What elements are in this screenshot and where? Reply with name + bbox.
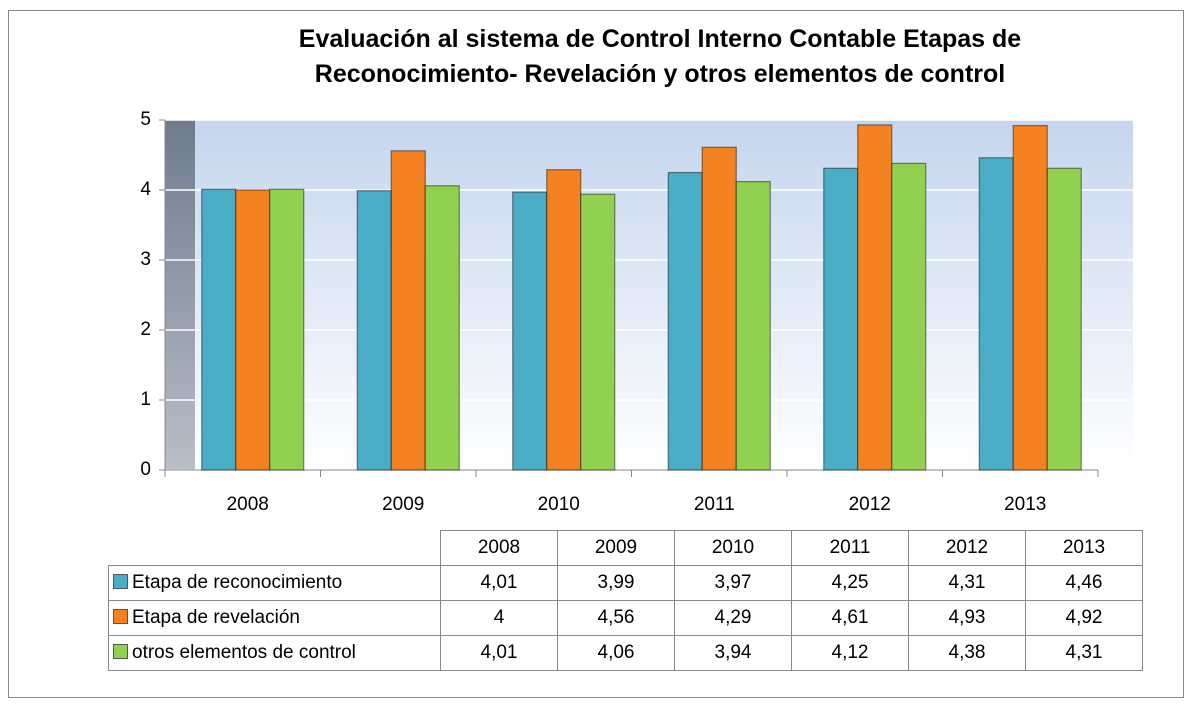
- table-cell: 4,56: [557, 600, 675, 636]
- table-column-header: 2011: [791, 530, 909, 566]
- legend-label: Etapa de reconocimiento: [132, 572, 343, 593]
- table-column-header: 2013: [1025, 530, 1143, 566]
- table-cell: 3,97: [674, 565, 792, 601]
- bar: [701, 146, 737, 471]
- bar: [823, 167, 859, 471]
- table-cell: 4,29: [674, 600, 792, 636]
- plot-background: [195, 120, 1133, 470]
- table-cell: 4,61: [791, 600, 909, 636]
- legend-label: otros elementos de control: [132, 642, 356, 663]
- y-tick-label: 1: [140, 389, 151, 410]
- table-cell: 3,94: [674, 635, 792, 671]
- bar: [235, 189, 271, 471]
- x-tick-label: 2012: [849, 494, 891, 515]
- bar: [1046, 167, 1082, 471]
- x-tick-label: 2011: [694, 494, 735, 515]
- y-tick-label: 0: [140, 459, 151, 480]
- bar: [512, 191, 548, 471]
- y-tick-label: 4: [140, 179, 151, 200]
- table-cell: 4,01: [440, 635, 558, 671]
- x-tick-label: 2008: [227, 494, 269, 515]
- bar: [857, 124, 893, 471]
- bar: [891, 162, 927, 471]
- table-corner: [109, 531, 441, 566]
- table-column-header: 2008: [440, 530, 558, 566]
- table-cell: 4,92: [1025, 600, 1143, 636]
- table-cell: 4,06: [557, 635, 675, 671]
- bar: [580, 193, 616, 471]
- x-tick-label: 2010: [538, 494, 580, 515]
- table-cell: 4,93: [908, 600, 1026, 636]
- table-cell: 4,31: [1025, 635, 1143, 671]
- table-cell: 4,25: [791, 565, 909, 601]
- table-cell: 4,01: [440, 565, 558, 601]
- table-cell: 4,46: [1025, 565, 1143, 601]
- bar: [390, 150, 426, 471]
- bar: [667, 171, 703, 471]
- table-row: Etapa de reconocimiento 4,01 3,99 3,97 4,25 4…: [108, 565, 1143, 601]
- y-tick-label: 3: [140, 249, 151, 270]
- table-column-header: 2010: [674, 530, 792, 566]
- bar: [269, 188, 305, 471]
- table-row: otros elementos de control 4,01 4,06 3,94 4,…: [108, 635, 1143, 671]
- x-tick-label: 2009: [382, 494, 424, 515]
- legend-swatch: [113, 609, 128, 624]
- legend-entry: otros elementos de control: [108, 635, 441, 671]
- table-row: Etapa de revelación 4 4,56 4,29 4,61 4,93 4,92: [108, 600, 1143, 636]
- data-table: 2008 2009 2010 2011 2012 2013 Etapa de reconoc…: [108, 530, 1143, 671]
- table-header-row: 2008 2009 2010 2011 2012 2013: [109, 530, 1143, 566]
- chart-title: Evaluación al sistema de Control Interno…: [298, 25, 1022, 88]
- side-wall: [165, 120, 195, 470]
- bar: [546, 169, 582, 471]
- table-cell: 4,38: [908, 635, 1026, 671]
- chart-frame: [8, 10, 1184, 698]
- bar: [735, 181, 771, 471]
- table-cell: 3,99: [557, 565, 675, 601]
- bar: [356, 190, 392, 471]
- legend-entry: Etapa de revelación: [108, 600, 441, 636]
- legend-swatch: [113, 574, 128, 589]
- legend-label: Etapa de revelación: [132, 607, 300, 628]
- legend-entry: Etapa de reconocimiento: [108, 565, 441, 601]
- table-cell: 4,31: [908, 565, 1026, 601]
- table-column-header: 2012: [908, 530, 1026, 566]
- y-tick-label: 2: [140, 319, 151, 340]
- table-column-header: 2009: [557, 530, 675, 566]
- y-tick-label: 5: [140, 109, 151, 130]
- bar: [978, 157, 1014, 471]
- table-cell: 4: [440, 600, 558, 636]
- legend-swatch: [113, 644, 128, 659]
- bar: [1012, 124, 1048, 471]
- table-cell: 4,12: [791, 635, 909, 671]
- x-tick-label: 2013: [1004, 494, 1046, 515]
- bar: [201, 188, 237, 471]
- bar: [424, 185, 460, 471]
